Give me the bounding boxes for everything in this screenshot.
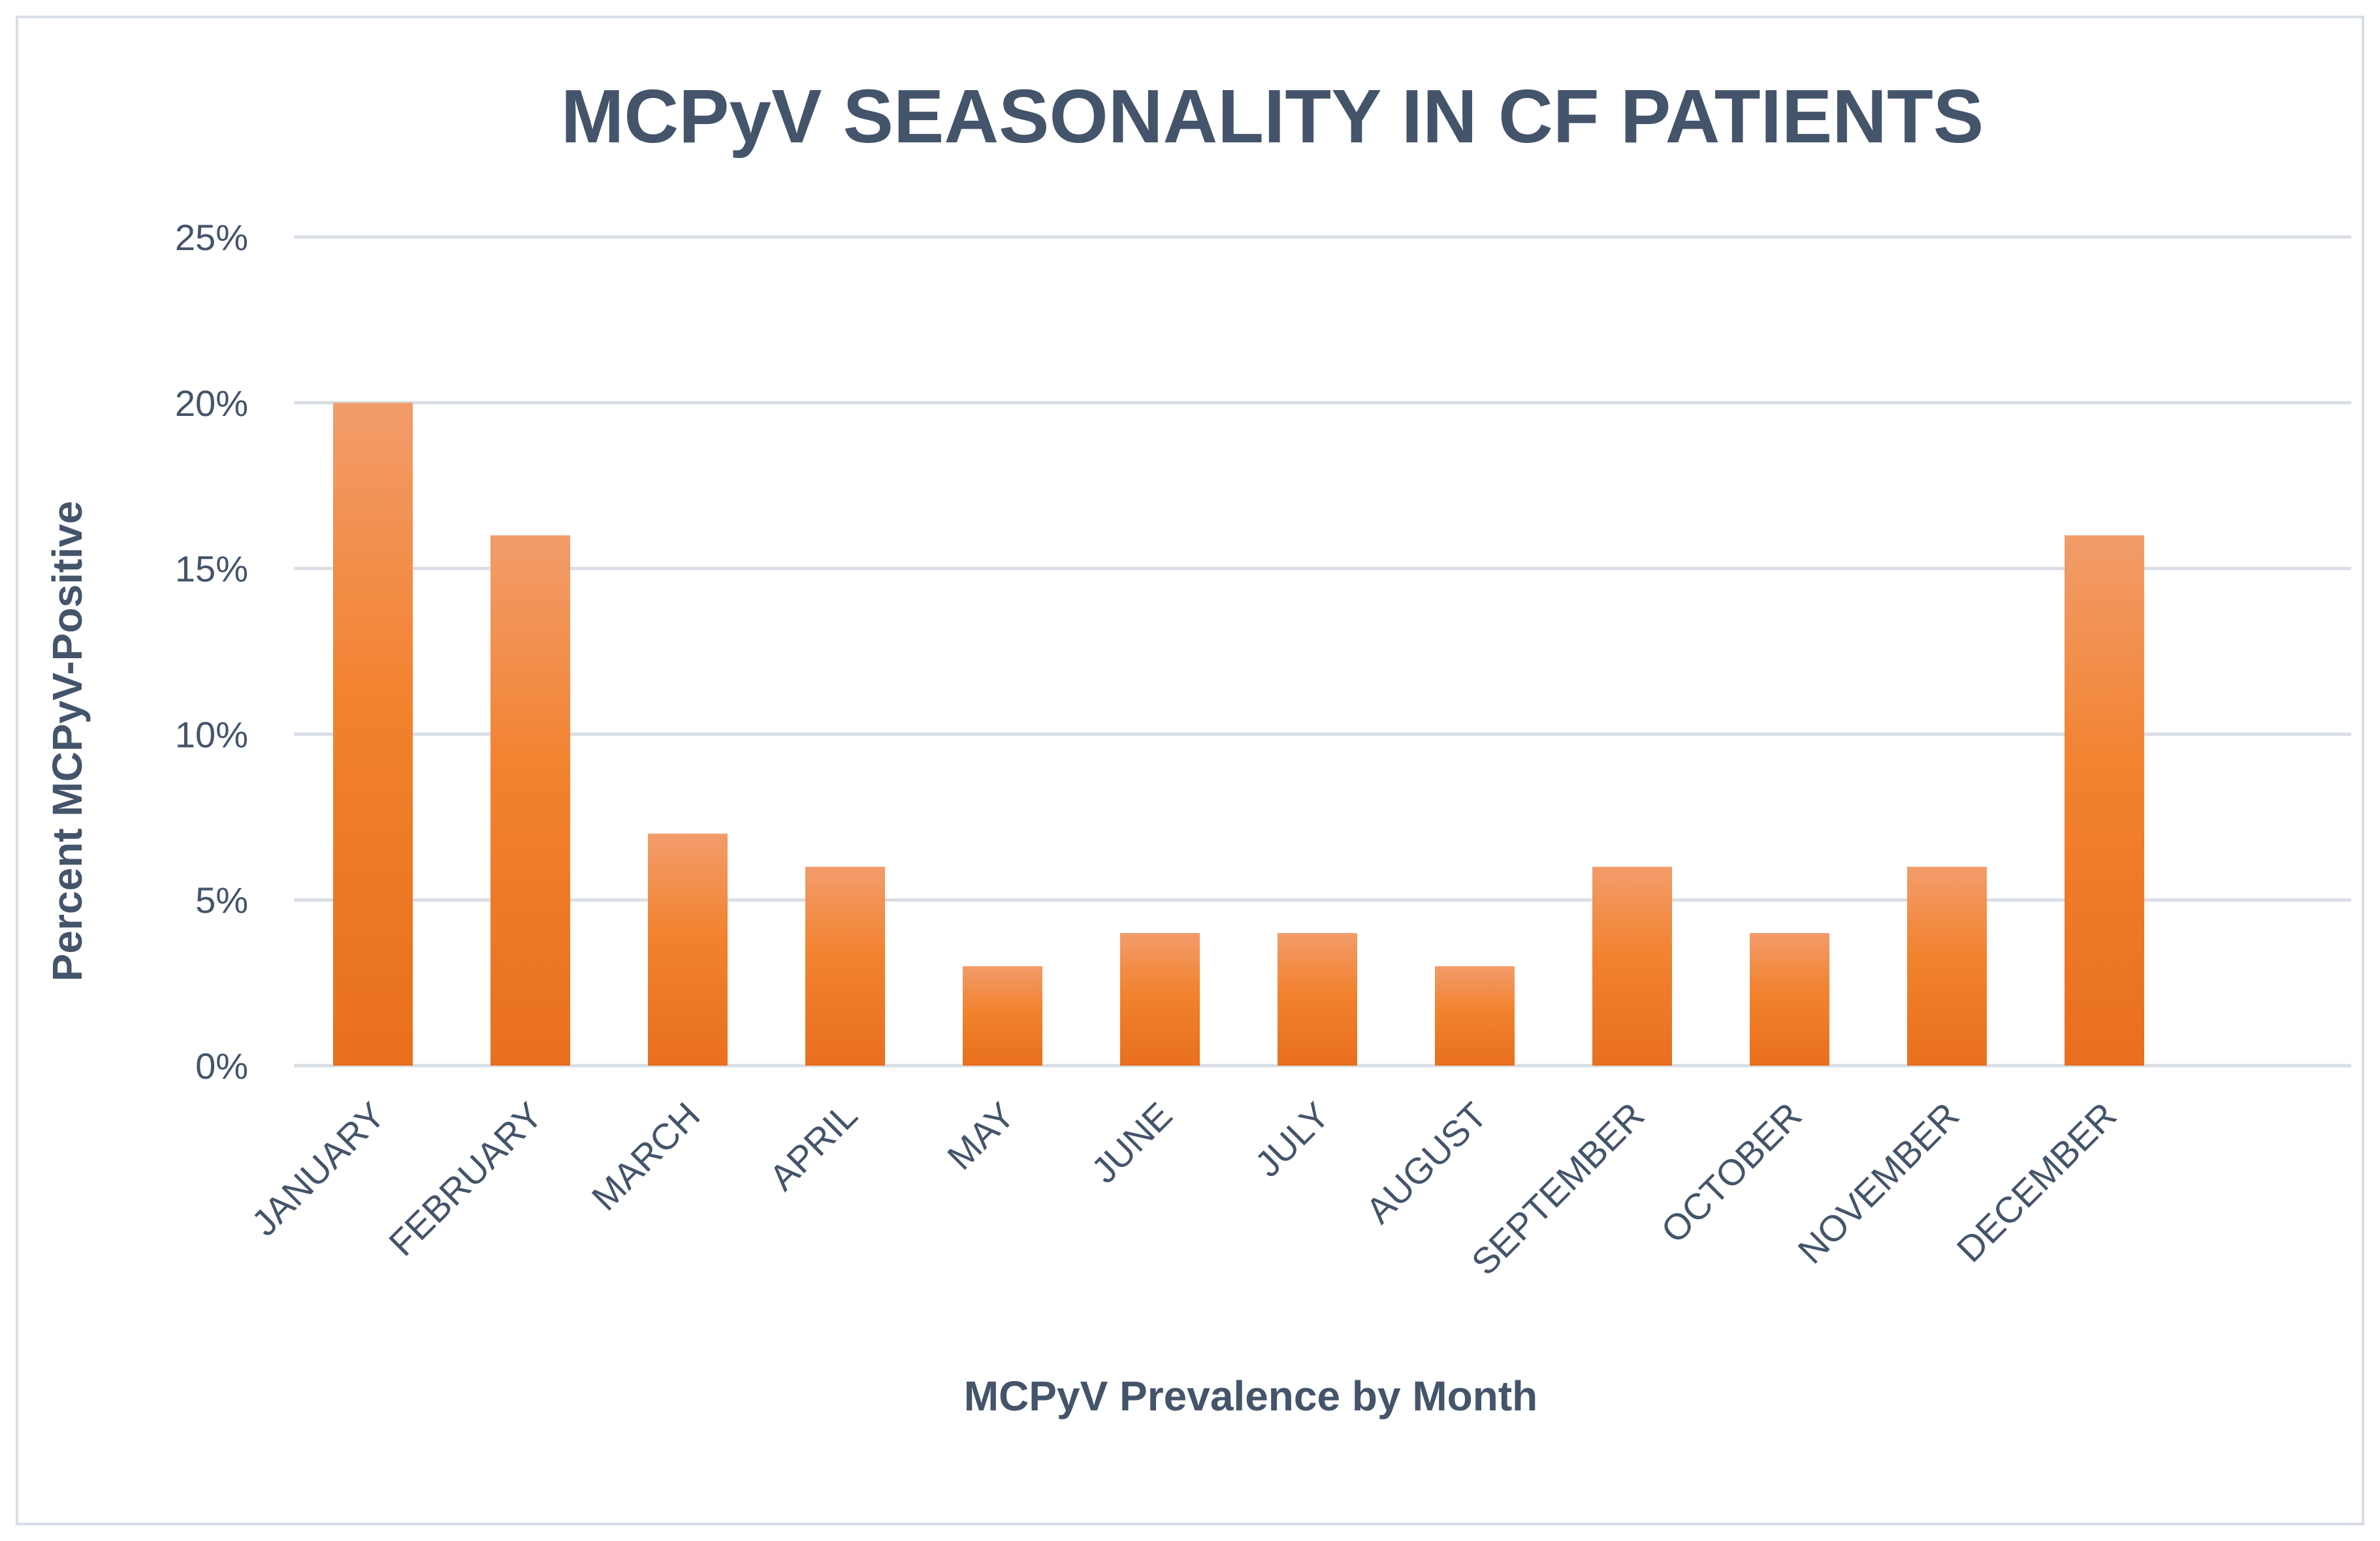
y-tick-label: 25% (175, 217, 248, 258)
x-tick-label-june: JUNE (1084, 1094, 1180, 1191)
bar-october (1750, 932, 1829, 1066)
y-axis-title: Percent MCPyV-Positive (44, 501, 91, 981)
gridlines (294, 235, 2351, 1068)
y-axis-ticks: 0% 5% 10% 15% 20% 25% (175, 217, 248, 1087)
bar-december (2065, 535, 2144, 1066)
x-axis-title: MCPyV Prevalence by Month (964, 1373, 1537, 1420)
bar-may (963, 966, 1042, 1066)
bar-november (1907, 866, 1987, 1066)
x-tick-label-april: APRIL (761, 1094, 865, 1198)
x-tick-label-august: AUGUST (1358, 1094, 1495, 1231)
y-tick-label: 0% (195, 1045, 248, 1087)
bar-february (490, 535, 570, 1066)
bar-march (648, 833, 728, 1066)
y-tick-label: 10% (175, 714, 248, 755)
x-tick-label-december: DECEMBER (1949, 1094, 2125, 1270)
y-tick-label: 5% (195, 880, 248, 921)
x-tick-label-march: MARCH (584, 1094, 708, 1218)
bars (333, 402, 2144, 1066)
x-tick-label-january: JANUARY (244, 1094, 393, 1244)
bar-september (1592, 866, 1672, 1066)
x-tick-label-february: FEBRUARY (381, 1094, 550, 1263)
bar-june (1120, 932, 1200, 1066)
x-tick-label-october: OCTOBER (1653, 1094, 1810, 1251)
y-tick-label: 20% (175, 383, 248, 424)
x-tick-label-november: NOVEMBER (1790, 1094, 1967, 1271)
y-tick-label: 15% (175, 548, 248, 590)
x-tick-label-july: JULY (1247, 1094, 1337, 1184)
bar-january (333, 402, 413, 1066)
bar-july (1278, 932, 1357, 1066)
chart-title: MCPyV SEASONALITY IN CF PATIENTS (561, 74, 1984, 159)
x-tick-label-may: MAY (939, 1094, 1022, 1177)
bar-april (805, 866, 885, 1066)
bar-august (1435, 966, 1515, 1066)
